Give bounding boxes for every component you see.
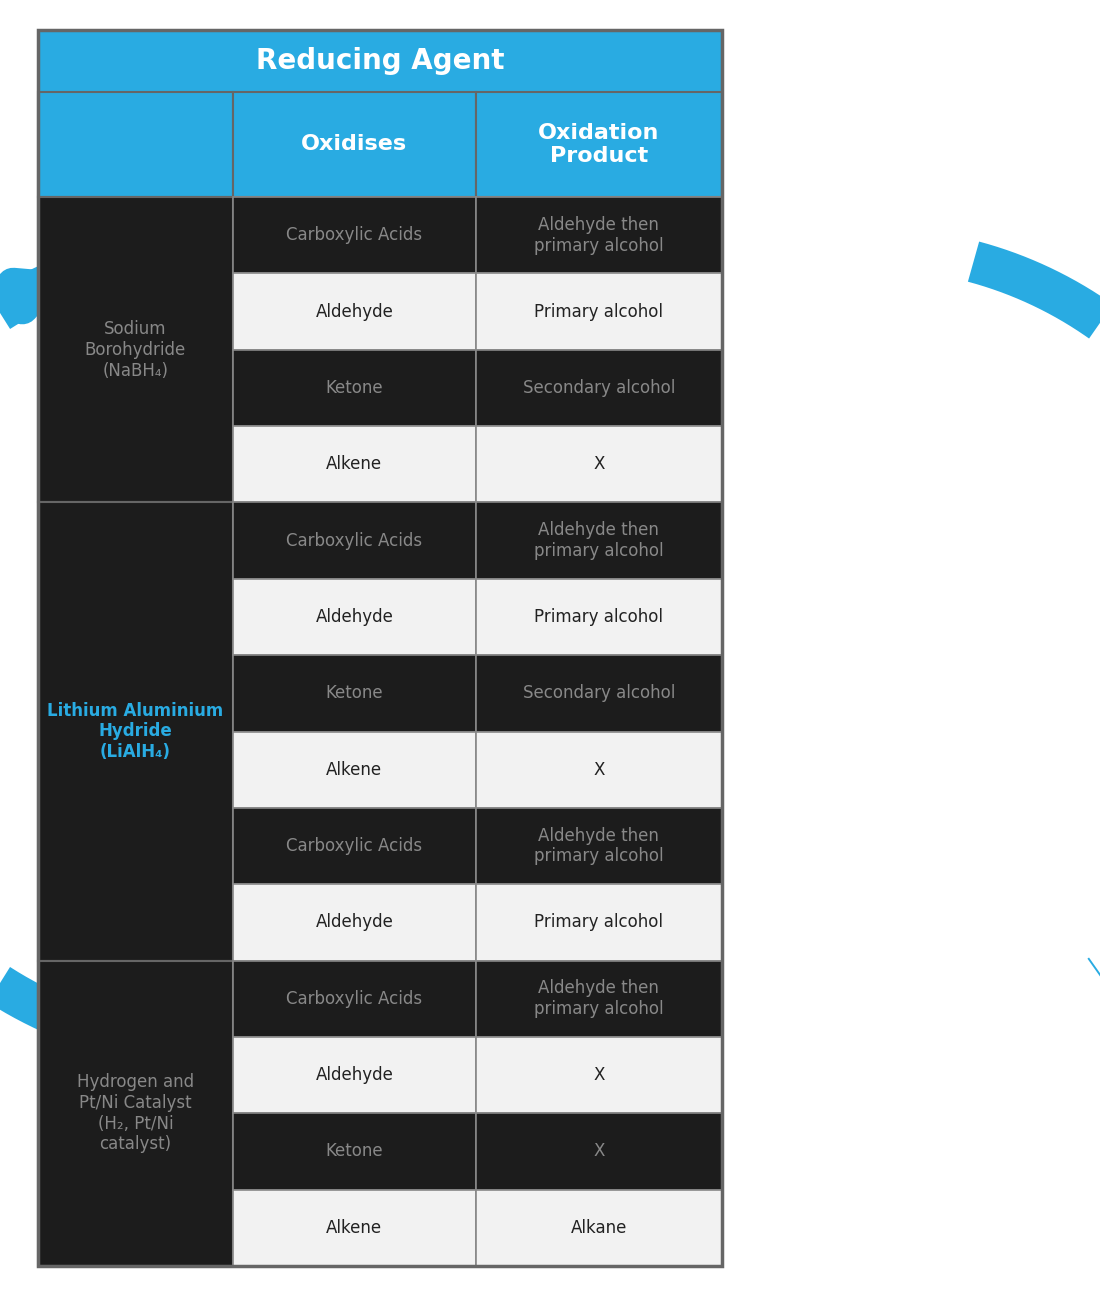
Text: Primary alcohol: Primary alcohol [535,302,663,320]
Bar [476,426,722,503]
Bar [233,503,476,579]
Bar [233,197,476,273]
Bar [233,426,476,503]
Text: Lithium Aluminium
Hydride
(LiAlH₄): Lithium Aluminium Hydride (LiAlH₄) [47,701,223,761]
Text: X: X [593,455,605,473]
Bar [476,503,722,579]
Bar [233,273,476,350]
Text: Aldehyde: Aldehyde [316,1067,394,1085]
Text: Aldehyde: Aldehyde [316,608,394,626]
Text: X: X [593,1143,605,1160]
Bar [476,1113,722,1190]
Bar [476,960,722,1037]
Text: Carboxylic Acids: Carboxylic Acids [286,531,422,550]
Bar [476,273,722,350]
Text: Oxidation
Product: Oxidation Product [538,123,660,166]
Text: X: X [593,1067,605,1085]
Text: Carboxylic Acids: Carboxylic Acids [286,837,422,855]
Bar [39,960,233,1266]
Text: Ketone: Ketone [326,378,383,397]
Bar [476,1190,722,1266]
Text: Aldehyde then
primary alcohol: Aldehyde then primary alcohol [535,521,663,560]
Text: Alkene: Alkene [327,455,383,473]
Bar [476,731,722,807]
Bar [476,884,722,960]
Text: Sodium
Borohydride
(NaBH₄): Sodium Borohydride (NaBH₄) [85,320,186,380]
Text: Aldehyde then
primary alcohol: Aldehyde then primary alcohol [535,215,663,254]
Text: Reducing Agent: Reducing Agent [255,47,504,75]
Bar [233,731,476,807]
Text: Alkane: Alkane [571,1218,627,1236]
Bar [39,30,722,92]
Bar [476,656,722,731]
Text: Secondary alcohol: Secondary alcohol [522,378,675,397]
Bar [233,884,476,960]
Bar [476,92,722,197]
Text: Carboxylic Acids: Carboxylic Acids [286,227,422,244]
Text: Primary alcohol: Primary alcohol [535,608,663,626]
Bar [233,960,476,1037]
Bar [233,1190,476,1266]
Bar [39,503,233,960]
Text: X: X [593,761,605,779]
Bar [39,197,233,503]
Text: Ketone: Ketone [326,684,383,702]
Bar [233,1037,476,1113]
Bar [233,92,476,197]
Text: Ketone: Ketone [326,1143,383,1160]
Text: Alkene: Alkene [327,1218,383,1236]
Bar [233,656,476,731]
Bar [476,350,722,426]
Text: Aldehyde then
primary alcohol: Aldehyde then primary alcohol [535,827,663,866]
Bar [39,92,233,197]
Bar [476,197,722,273]
Text: Hydrogen and
Pt/Ni Catalyst
(H₂, Pt/Ni
catalyst): Hydrogen and Pt/Ni Catalyst (H₂, Pt/Ni c… [77,1073,194,1153]
Text: Oxidises: Oxidises [301,135,407,154]
Bar [39,30,722,1266]
Text: Primary alcohol: Primary alcohol [535,914,663,932]
Text: Aldehyde: Aldehyde [316,914,394,932]
Text: Aldehyde then
primary alcohol: Aldehyde then primary alcohol [535,980,663,1019]
Bar [476,807,722,884]
Text: Carboxylic Acids: Carboxylic Acids [286,990,422,1008]
Bar [233,579,476,656]
Bar [233,1113,476,1190]
Bar [476,579,722,656]
Bar [233,350,476,426]
Text: Secondary alcohol: Secondary alcohol [522,684,675,702]
Bar [233,807,476,884]
Bar [476,1037,722,1113]
Text: Alkene: Alkene [327,761,383,779]
Text: Aldehyde: Aldehyde [316,302,394,320]
